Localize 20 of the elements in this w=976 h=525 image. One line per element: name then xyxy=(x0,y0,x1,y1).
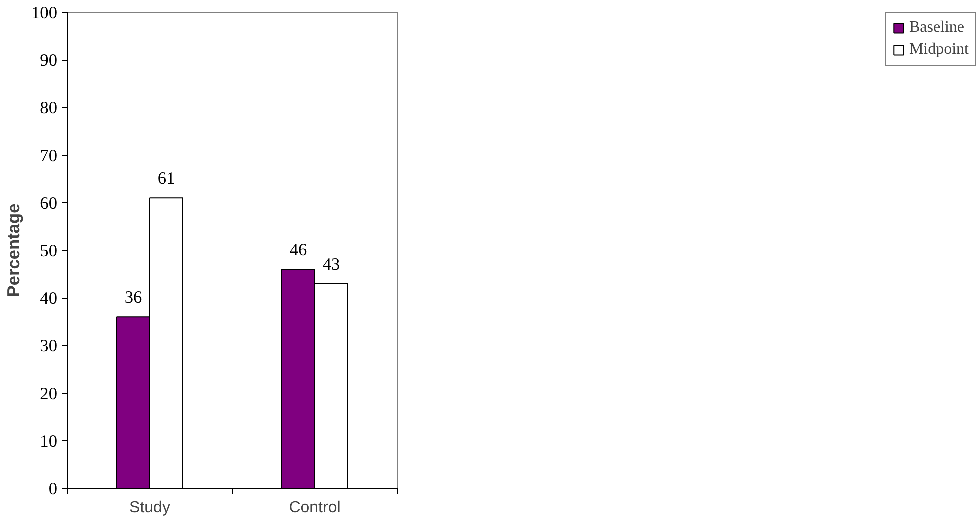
y-tick-label: 80 xyxy=(40,98,58,118)
data-label: 36 xyxy=(124,288,142,308)
legend-label: Midpoint xyxy=(909,41,969,59)
x-tick-label: Control xyxy=(289,500,341,516)
y-tick-label: 70 xyxy=(40,146,58,166)
y-tick-label: 20 xyxy=(40,384,58,404)
y-tick-label: 60 xyxy=(40,194,58,213)
x-tick-label: Study xyxy=(130,500,170,516)
y-tick-label: 30 xyxy=(40,336,58,356)
y-tick-label: 0 xyxy=(48,480,58,498)
legend-label: Baseline xyxy=(909,19,965,37)
y-tick-label: 40 xyxy=(40,289,58,308)
y-tick-label: 10 xyxy=(40,432,58,451)
y-axis-title: Percentage xyxy=(4,203,24,298)
data-label: 61 xyxy=(158,169,176,188)
y-tick-label: 90 xyxy=(40,51,58,70)
data-label: 46 xyxy=(290,240,308,260)
y-tick-label: 100 xyxy=(32,4,58,22)
y-tick-label: 50 xyxy=(40,242,58,260)
data-label: 43 xyxy=(322,254,340,274)
